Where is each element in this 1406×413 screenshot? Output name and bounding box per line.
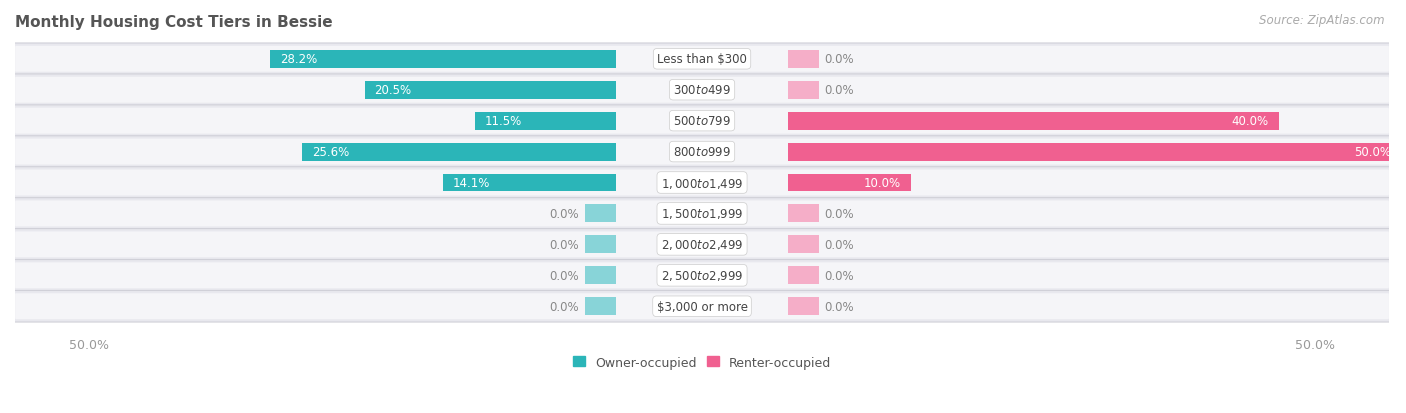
- FancyBboxPatch shape: [14, 167, 1391, 199]
- Bar: [364, 81, 616, 100]
- Text: $500 to $799: $500 to $799: [673, 115, 731, 128]
- Text: 25.6%: 25.6%: [312, 146, 349, 159]
- Text: 11.5%: 11.5%: [485, 115, 522, 128]
- FancyBboxPatch shape: [14, 106, 1391, 137]
- Text: $800 to $999: $800 to $999: [673, 146, 731, 159]
- Text: $300 to $499: $300 to $499: [673, 84, 731, 97]
- Text: 50.0%: 50.0%: [1354, 146, 1392, 159]
- Bar: [787, 51, 818, 69]
- FancyBboxPatch shape: [15, 201, 1389, 227]
- FancyBboxPatch shape: [14, 260, 1391, 292]
- Text: 0.0%: 0.0%: [825, 269, 855, 282]
- Bar: [787, 81, 818, 100]
- Text: 0.0%: 0.0%: [825, 84, 855, 97]
- Text: $2,500 to $2,999: $2,500 to $2,999: [661, 269, 744, 282]
- Bar: [787, 205, 818, 223]
- FancyBboxPatch shape: [15, 47, 1389, 73]
- Text: Monthly Housing Cost Tiers in Bessie: Monthly Housing Cost Tiers in Bessie: [15, 15, 333, 30]
- Bar: [585, 267, 616, 285]
- Bar: [443, 174, 616, 192]
- FancyBboxPatch shape: [14, 136, 1391, 168]
- Text: $2,000 to $2,499: $2,000 to $2,499: [661, 238, 744, 252]
- Text: $1,000 to $1,499: $1,000 to $1,499: [661, 176, 744, 190]
- Bar: [585, 236, 616, 254]
- Bar: [585, 205, 616, 223]
- FancyBboxPatch shape: [14, 229, 1391, 261]
- FancyBboxPatch shape: [14, 198, 1391, 230]
- Bar: [787, 267, 818, 285]
- Text: 0.0%: 0.0%: [825, 300, 855, 313]
- Bar: [270, 51, 616, 69]
- Bar: [585, 297, 616, 316]
- Text: 0.0%: 0.0%: [550, 238, 579, 251]
- FancyBboxPatch shape: [15, 78, 1389, 103]
- FancyBboxPatch shape: [15, 263, 1389, 289]
- Bar: [787, 297, 818, 316]
- FancyBboxPatch shape: [15, 170, 1389, 196]
- Text: Source: ZipAtlas.com: Source: ZipAtlas.com: [1260, 14, 1385, 27]
- FancyBboxPatch shape: [14, 291, 1391, 322]
- Text: $1,500 to $1,999: $1,500 to $1,999: [661, 207, 744, 221]
- FancyBboxPatch shape: [15, 294, 1389, 320]
- Text: $3,000 or more: $3,000 or more: [657, 300, 748, 313]
- Bar: [787, 112, 1278, 130]
- Text: 40.0%: 40.0%: [1232, 115, 1268, 128]
- Bar: [787, 236, 818, 254]
- FancyBboxPatch shape: [14, 44, 1391, 75]
- Text: 0.0%: 0.0%: [825, 207, 855, 221]
- Text: 28.2%: 28.2%: [280, 53, 318, 66]
- Text: 20.5%: 20.5%: [374, 84, 412, 97]
- Text: 0.0%: 0.0%: [825, 53, 855, 66]
- Text: 0.0%: 0.0%: [550, 207, 579, 221]
- Text: Less than $300: Less than $300: [657, 53, 747, 66]
- Bar: [787, 174, 911, 192]
- Bar: [787, 143, 1402, 161]
- Text: 14.1%: 14.1%: [453, 177, 491, 190]
- Text: 0.0%: 0.0%: [550, 300, 579, 313]
- Text: 0.0%: 0.0%: [825, 238, 855, 251]
- FancyBboxPatch shape: [15, 232, 1389, 258]
- Bar: [475, 112, 616, 130]
- Legend: Owner-occupied, Renter-occupied: Owner-occupied, Renter-occupied: [568, 351, 837, 374]
- FancyBboxPatch shape: [15, 139, 1389, 165]
- FancyBboxPatch shape: [15, 108, 1389, 134]
- Bar: [302, 143, 616, 161]
- Text: 10.0%: 10.0%: [863, 177, 901, 190]
- Text: 0.0%: 0.0%: [550, 269, 579, 282]
- FancyBboxPatch shape: [14, 75, 1391, 106]
